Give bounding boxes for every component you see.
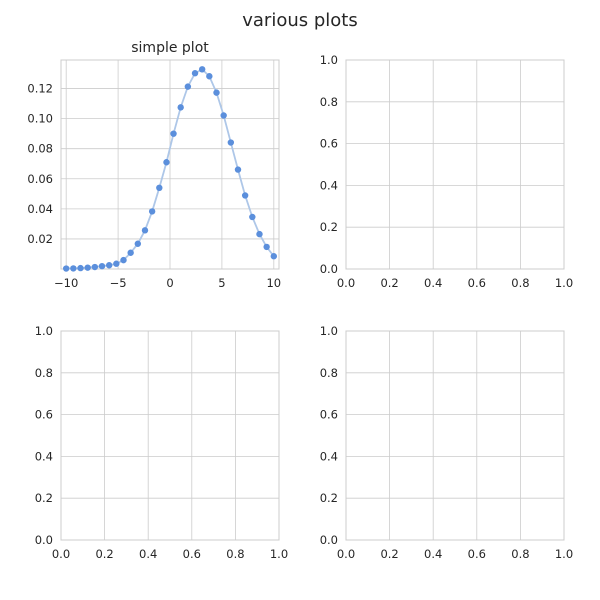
- plot-title: simple plot: [131, 40, 209, 56]
- y-tick-label: 0.02: [27, 232, 53, 246]
- y-tick-label: 0.08: [27, 142, 53, 156]
- x-tick-label: 0.2: [380, 547, 398, 561]
- y-tick-label: 0.4: [320, 178, 338, 192]
- data-point: [70, 265, 77, 272]
- y-tick-label: 0.10: [27, 112, 53, 126]
- data-point: [263, 243, 270, 251]
- x-tick-label: 0: [166, 276, 173, 290]
- y-tick-label: 0.0: [35, 533, 53, 547]
- x-tick-label: 0.6: [183, 547, 201, 561]
- y-tick-label: 0.0: [320, 262, 338, 276]
- panel-empty-bottom-right: 0.0 0.2 0.4 0.6 0.8 1.0 0.0 0.2 0.4 0.6 0.8 1.0: [320, 324, 573, 561]
- panel-empty-bottom-left: 0.0 0.2 0.4 0.6 0.8 1.0 0.0 0.2 0.4 0.6 0.8 1.0: [35, 324, 288, 561]
- y-tick-label: 0.4: [35, 449, 53, 463]
- x-tick-label: −10: [54, 276, 78, 290]
- data-point: [98, 262, 106, 270]
- y-tick-label: 1.0: [320, 53, 338, 67]
- x-tick-label: 0.8: [511, 547, 529, 561]
- figure-title: various plots: [242, 10, 357, 31]
- x-tick-label: 5: [218, 276, 225, 290]
- data-point: [191, 70, 199, 77]
- y-tick-label: 0.6: [320, 408, 338, 422]
- data-point: [120, 256, 127, 264]
- y-tick-label: 0.12: [27, 82, 53, 96]
- data-point: [105, 262, 113, 269]
- data-point: [170, 130, 177, 137]
- x-tick-label: 0.4: [139, 547, 157, 561]
- data-point: [213, 89, 220, 96]
- x-tick-label: 1.0: [555, 547, 573, 561]
- x-tick-label: 0.4: [424, 547, 442, 561]
- data-point: [206, 73, 213, 80]
- data-point: [241, 192, 249, 199]
- data-point: [234, 166, 242, 173]
- data-point: [84, 264, 91, 271]
- y-tick-label: 0.8: [320, 366, 338, 380]
- x-tick-label: 0.4: [424, 276, 442, 290]
- x-tick-label: 0.0: [52, 547, 70, 561]
- y-tick-label: 0.6: [35, 408, 53, 422]
- x-tick-label: 0.6: [468, 276, 486, 290]
- axes-frame: [60, 59, 280, 270]
- data-point: [156, 184, 163, 192]
- y-tick-label: 0.6: [320, 137, 338, 151]
- x-tick-label: 0.0: [337, 547, 355, 561]
- panel-simple-plot: −10 −5 0 5 10 0.02 0.04 0.06 0.08 0.10 0.12 simple …: [27, 40, 281, 290]
- data-point: [227, 139, 235, 146]
- data-point: [249, 213, 256, 221]
- x-tick-label: 1.0: [270, 547, 288, 561]
- data-point: [198, 66, 206, 73]
- data-point: [220, 112, 227, 119]
- x-tick-label: 0.2: [380, 276, 398, 290]
- y-tick-label: 0.04: [27, 202, 53, 216]
- x-tick-label: −5: [110, 276, 127, 290]
- x-tick-label: 0.8: [511, 276, 529, 290]
- y-tick-label: 0.2: [320, 220, 338, 234]
- data-point: [91, 263, 99, 271]
- data-point: [177, 104, 184, 111]
- axes-frame: [345, 59, 565, 270]
- data-point: [270, 253, 278, 260]
- axes-frame: [345, 330, 565, 541]
- y-tick-label: 0.4: [320, 449, 338, 463]
- data-point: [127, 249, 134, 256]
- data-point: [62, 265, 70, 272]
- x-tick-label: 0.8: [226, 547, 244, 561]
- x-tick-label: 0.0: [337, 276, 355, 290]
- y-tick-label: 0.8: [35, 366, 53, 380]
- data-point: [256, 230, 263, 238]
- data-point: [184, 83, 192, 90]
- panel-empty-top-right: 0.0 0.2 0.4 0.6 0.8 1.0 0.0 0.2 0.4 0.6 0.8 1.0: [320, 53, 573, 290]
- y-tick-label: 0.2: [320, 491, 338, 505]
- data-point: [77, 264, 84, 272]
- axes-frame: [60, 330, 280, 541]
- x-tick-label: 0.2: [95, 547, 113, 561]
- y-tick-label: 1.0: [320, 324, 338, 338]
- data-point: [113, 260, 120, 267]
- data-point: [134, 240, 142, 247]
- data-point: [148, 208, 156, 215]
- data-point: [163, 159, 170, 166]
- y-tick-label: 0.2: [35, 491, 53, 505]
- data-point: [141, 227, 149, 234]
- y-tick-label: 0.0: [320, 533, 338, 547]
- x-tick-label: 1.0: [555, 276, 573, 290]
- x-tick-label: 10: [266, 276, 281, 290]
- y-tick-label: 0.06: [27, 172, 53, 186]
- x-tick-label: 0.6: [468, 547, 486, 561]
- y-tick-label: 0.8: [320, 95, 338, 109]
- y-tick-label: 1.0: [35, 324, 53, 338]
